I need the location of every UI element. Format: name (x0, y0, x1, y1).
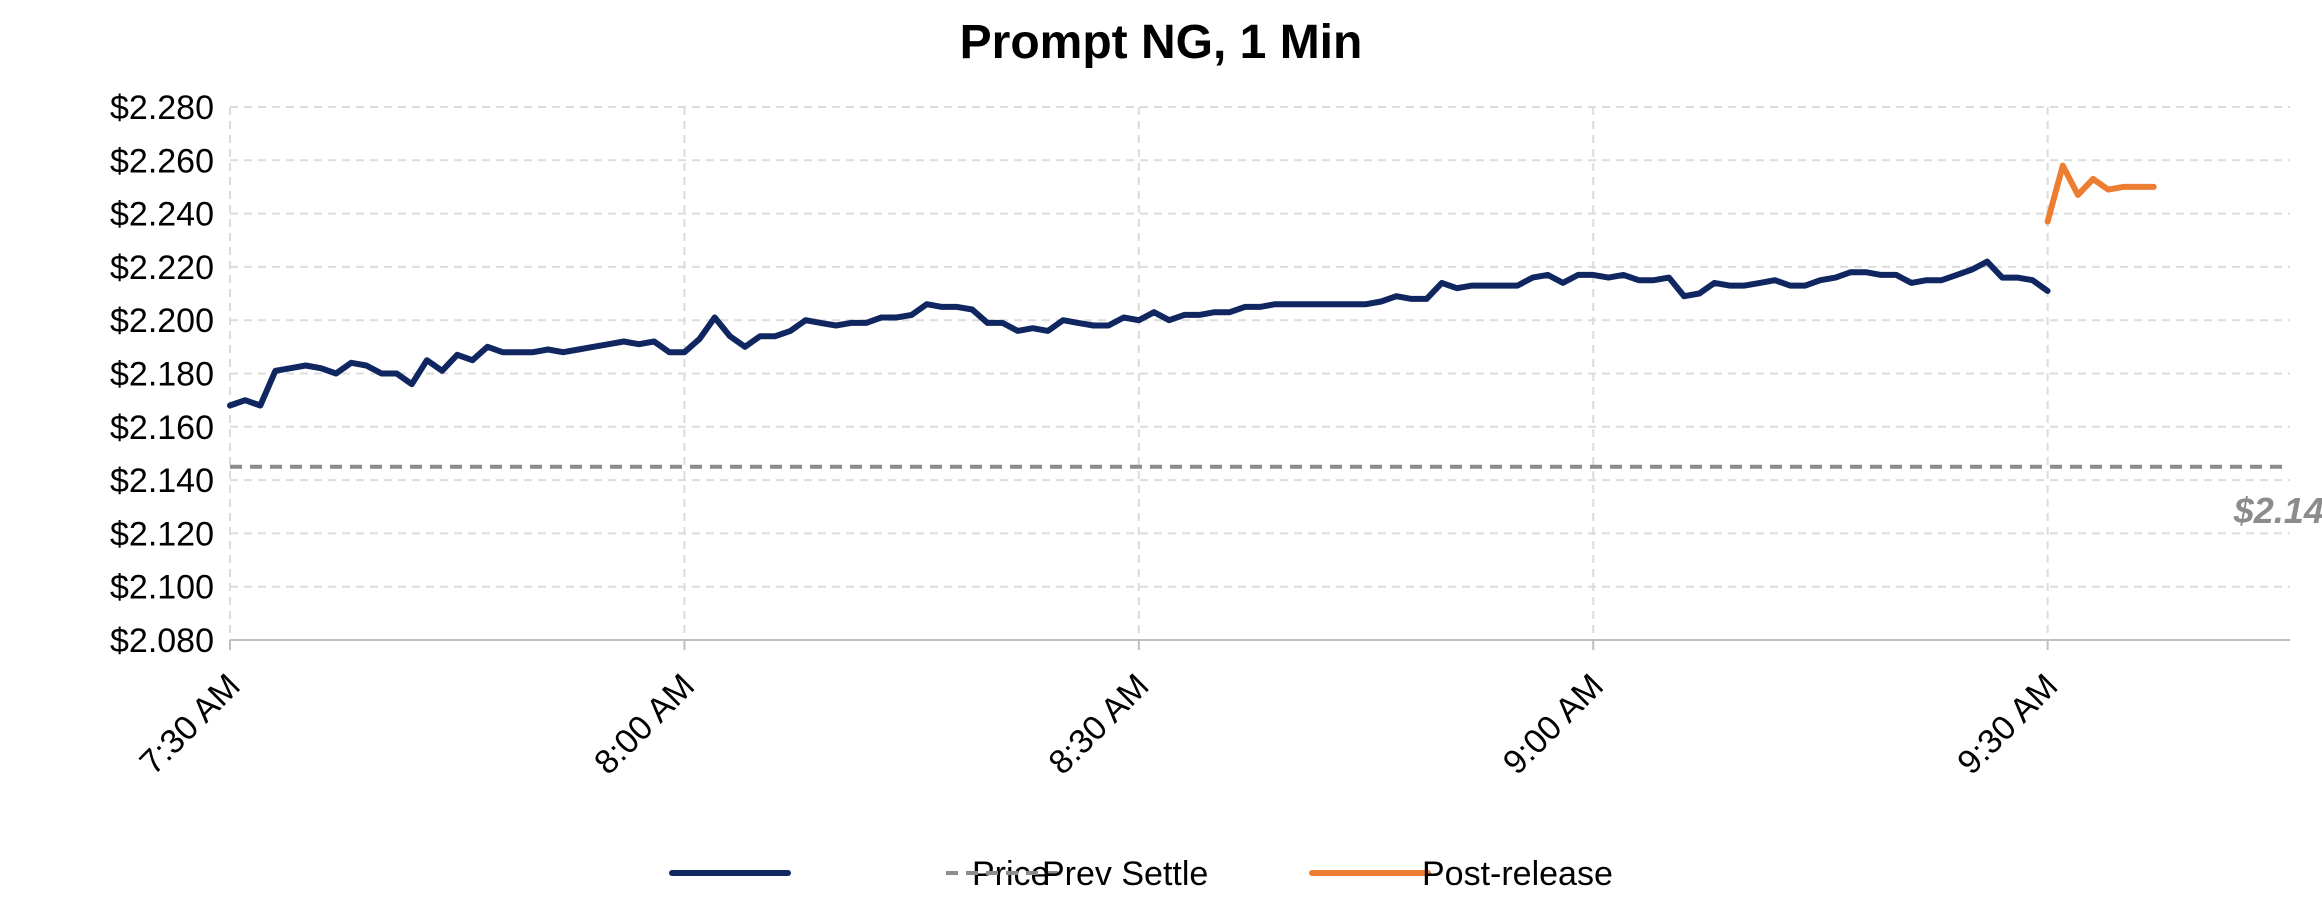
y-tick-label: $2.180 (110, 356, 214, 394)
annotations: $2.145 (2233, 490, 2322, 531)
y-tick-label: $2.100 (110, 569, 214, 607)
y-tick-label: $2.220 (110, 249, 214, 287)
series-line-post-release (2044, 162, 2157, 225)
y-tick-label: $2.080 (110, 622, 214, 660)
y-tick-label: $2.200 (110, 302, 214, 340)
y-tick-label: $2.140 (110, 462, 214, 500)
y-tick-label: $2.240 (110, 196, 214, 234)
y-tick-label: $2.120 (110, 515, 214, 553)
x-tick-label: 8:30 AM (1041, 667, 1156, 782)
x-tick-label: 9:30 AM (1950, 667, 2065, 782)
legend-label-post-release: Post-release (1422, 855, 1613, 893)
series (227, 162, 2290, 469)
series-line-price (227, 258, 2051, 409)
axes: $2.080 $2.100 $2.120 $2.140 $2.160 $2.180 $2.2… (110, 89, 2290, 782)
x-tick-label: 9:00 AM (1496, 667, 1611, 782)
x-tick-label: 8:00 AM (587, 667, 702, 782)
y-tick-label: $2.280 (110, 89, 214, 127)
grid (229, 106, 2290, 640)
x-tick-label: 7:30 AM (133, 667, 248, 782)
chart-title: Prompt NG, 1 Min (960, 16, 1363, 69)
y-tick-label: $2.260 (110, 142, 214, 180)
legend-label-prev-settle: Prev Settle (1042, 855, 1208, 893)
prev-settle-annotation: $2.145 (2233, 490, 2322, 531)
y-tick-label: $2.160 (110, 409, 214, 447)
